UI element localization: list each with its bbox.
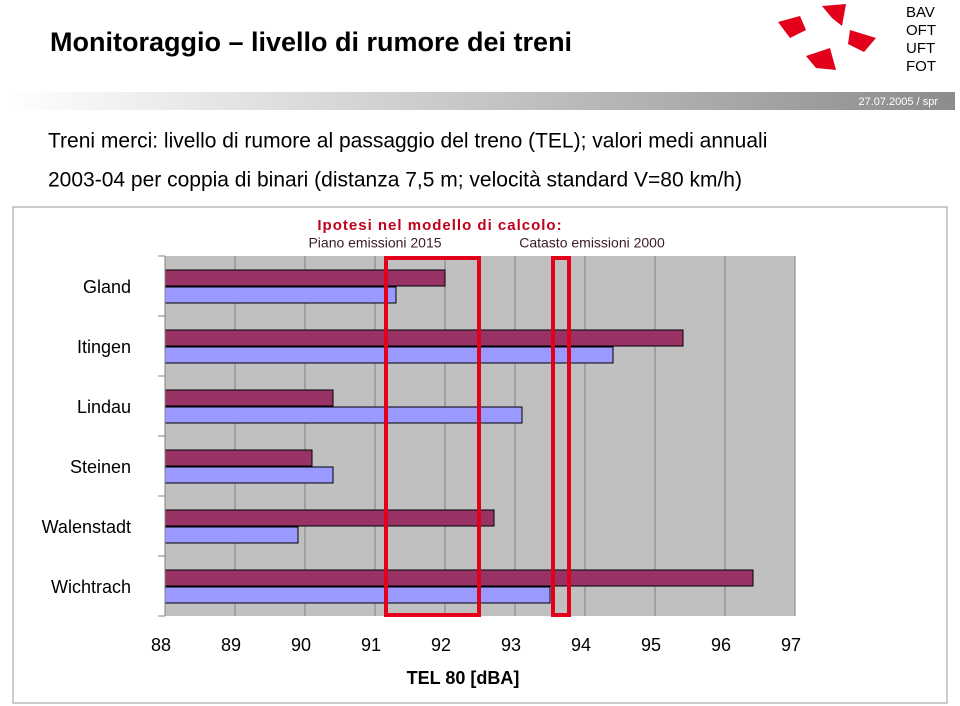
bar bbox=[164, 269, 446, 287]
x-tick-label: 88 bbox=[151, 635, 171, 655]
logo-text: UFT bbox=[906, 40, 935, 57]
bar bbox=[164, 389, 334, 407]
slide-title: Monitoraggio – livello di rumore dei tre… bbox=[50, 27, 572, 57]
legend-label: Piano emissioni 2015 bbox=[308, 235, 441, 251]
chart: 88 89 90 91 92 93 94 95 96 97 TEL 80 [dBA] Gland Iti… bbox=[42, 235, 801, 688]
x-tick-label: 89 bbox=[221, 635, 241, 655]
bar bbox=[164, 449, 313, 467]
bar bbox=[164, 329, 684, 347]
bar bbox=[164, 569, 754, 587]
bar bbox=[164, 586, 551, 604]
highlight bbox=[551, 256, 571, 617]
logo-text: BAV bbox=[906, 4, 935, 21]
bar bbox=[164, 509, 495, 527]
bar bbox=[164, 406, 523, 424]
x-tick-label: 90 bbox=[291, 635, 311, 655]
x-tick-label: 94 bbox=[571, 635, 591, 655]
highlight bbox=[384, 256, 481, 617]
x-tick-label: 95 bbox=[641, 635, 661, 655]
x-axis-label: TEL 80 [dBA] bbox=[407, 668, 520, 688]
x-tick-label: 96 bbox=[711, 635, 731, 655]
x-tick-label: 93 bbox=[501, 635, 521, 655]
header-band bbox=[5, 92, 955, 110]
bar bbox=[164, 466, 334, 484]
logo: BAV OFT UFT FOT bbox=[778, 4, 936, 75]
bar bbox=[164, 526, 299, 544]
y-tick-label: Steinen bbox=[70, 457, 131, 477]
y-tick-label: Walenstadt bbox=[42, 517, 131, 537]
bar bbox=[164, 286, 397, 304]
logo-text: FOT bbox=[906, 58, 936, 75]
x-tick-label: 91 bbox=[361, 635, 381, 655]
y-tick-label: Gland bbox=[83, 277, 131, 297]
chart-title: 2003-04 per coppia di binari (distanza 7… bbox=[48, 169, 742, 192]
x-tick-label: 92 bbox=[431, 635, 451, 655]
bar bbox=[164, 346, 614, 364]
y-tick-label: Lindau bbox=[77, 397, 131, 417]
date: 27.07.2005 / spr bbox=[858, 96, 938, 108]
legend-title: Ipotesi nel modello di calcolo: bbox=[317, 217, 562, 234]
legend-label: Catasto emissioni 2000 bbox=[519, 235, 665, 251]
chart-title: Treni merci: livello di rumore al passag… bbox=[48, 130, 767, 153]
y-tick-label: Itingen bbox=[77, 337, 131, 357]
logo-text: OFT bbox=[906, 22, 936, 39]
x-tick-label: 97 bbox=[781, 635, 801, 655]
y-tick-label: Wichtrach bbox=[51, 577, 131, 597]
